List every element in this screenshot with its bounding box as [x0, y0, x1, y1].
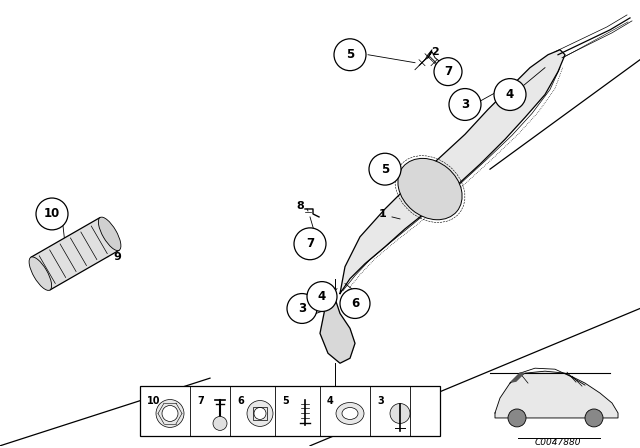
Circle shape [334, 39, 366, 71]
Circle shape [434, 58, 462, 86]
Text: 5: 5 [346, 48, 354, 61]
Ellipse shape [336, 402, 364, 424]
Circle shape [294, 228, 326, 260]
Polygon shape [320, 293, 355, 363]
Circle shape [247, 401, 273, 426]
Text: 4: 4 [318, 290, 326, 303]
Circle shape [162, 405, 178, 422]
Circle shape [156, 400, 184, 427]
Bar [140, 386, 440, 436]
Text: 3: 3 [298, 302, 306, 315]
Ellipse shape [398, 159, 462, 220]
Text: 1: 1 [379, 209, 387, 219]
Text: 3: 3 [461, 98, 469, 111]
Circle shape [390, 404, 410, 423]
Circle shape [449, 89, 481, 121]
Text: 7: 7 [444, 65, 452, 78]
Text: 7: 7 [197, 396, 204, 406]
Circle shape [340, 289, 370, 319]
Text: 2: 2 [431, 47, 439, 57]
Text: 8: 8 [296, 201, 304, 211]
Circle shape [213, 417, 227, 431]
Ellipse shape [342, 408, 358, 419]
Circle shape [307, 282, 337, 311]
Text: 3: 3 [377, 396, 384, 406]
Polygon shape [511, 373, 524, 382]
Text: 6: 6 [237, 396, 244, 406]
Text: 9: 9 [113, 252, 121, 262]
Text: 6: 6 [351, 297, 359, 310]
Text: 7: 7 [306, 237, 314, 250]
Circle shape [585, 409, 603, 427]
Text: 10: 10 [44, 207, 60, 220]
Circle shape [508, 409, 526, 427]
Text: 4: 4 [327, 396, 333, 406]
Text: C0047880: C0047880 [535, 438, 581, 447]
Polygon shape [340, 50, 565, 293]
Ellipse shape [29, 257, 52, 290]
Bar [253, 406, 267, 420]
Circle shape [254, 408, 266, 419]
Text: 10: 10 [147, 396, 161, 406]
Text: 4: 4 [506, 88, 514, 101]
Circle shape [369, 153, 401, 185]
Text: 5: 5 [282, 396, 289, 406]
Ellipse shape [99, 217, 121, 250]
Polygon shape [495, 371, 618, 418]
Circle shape [287, 293, 317, 323]
Bar [31, 217, 119, 290]
Circle shape [494, 78, 526, 111]
Circle shape [36, 198, 68, 230]
Text: 5: 5 [381, 163, 389, 176]
